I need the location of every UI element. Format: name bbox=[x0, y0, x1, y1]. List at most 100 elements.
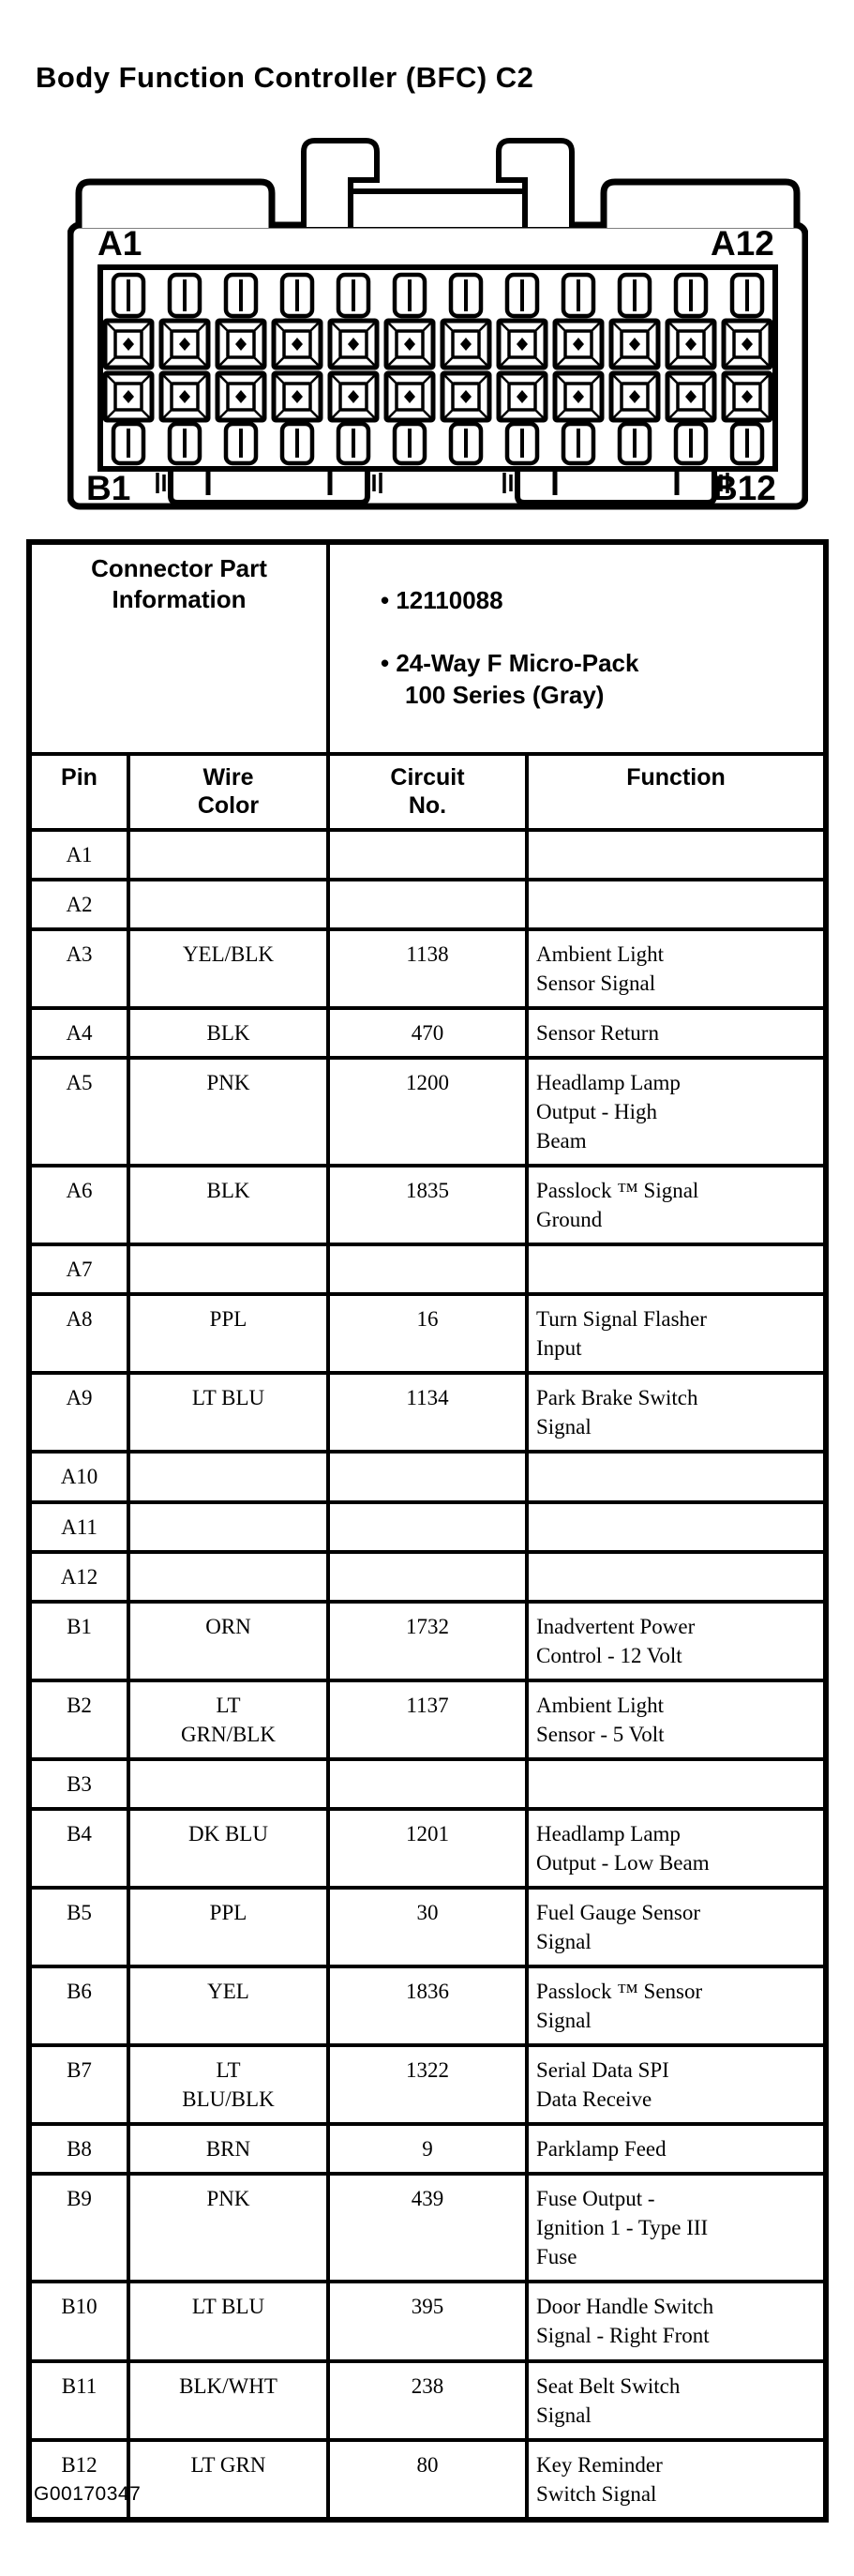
table-row: B5 PPL 30 Fuel Gauge Sensor Signal bbox=[27, 1885, 829, 1969]
wire-color-cell bbox=[127, 1450, 330, 1504]
circuit-no-cell bbox=[326, 877, 529, 931]
table-row: A5 PNK 1200 Headlamp Lamp Output - High Bea… bbox=[27, 1056, 829, 1168]
function-cell bbox=[524, 877, 829, 931]
table-row: A1 bbox=[27, 827, 829, 881]
table-row: A4 BLK 470 Sensor Return bbox=[27, 1005, 829, 1061]
pin-cell: B1 bbox=[27, 1599, 130, 1682]
part-info-label: Connector Part Information bbox=[27, 540, 330, 756]
circuit-no-cell: 395 bbox=[326, 2280, 529, 2363]
table-row: B6 YEL 1836 Passlock ™ Sensor Signal bbox=[27, 1965, 829, 2048]
latch-foot-right bbox=[502, 469, 729, 505]
part-info-values: 12110088 24-Way F Micro-Pack 100 Series … bbox=[325, 540, 829, 756]
wire-color-cell bbox=[127, 1756, 330, 1811]
function-cell bbox=[524, 1243, 829, 1297]
wire-color-cell: BLK/WHT bbox=[127, 2358, 330, 2442]
function-cell bbox=[524, 1450, 829, 1504]
function-cell: Headlamp Lamp Output - High Beam bbox=[524, 1056, 829, 1168]
pin-cell: B12 bbox=[27, 2437, 130, 2522]
table-row: B1 ORN 1732 Inadvertent Power Control - 12 … bbox=[27, 1599, 829, 1682]
corner-tab-right bbox=[600, 178, 801, 228]
wire-color-cell: BLK bbox=[127, 1164, 330, 1247]
pin-cell: B4 bbox=[27, 1806, 130, 1890]
pin-cell: B3 bbox=[27, 1756, 130, 1811]
wire-color-cell: PPL bbox=[127, 1292, 330, 1376]
pin-cell: A11 bbox=[27, 1499, 130, 1554]
pin-cell: B10 bbox=[27, 2280, 130, 2363]
wire-color-cell bbox=[127, 877, 330, 931]
wire-color-cell: PNK bbox=[127, 1056, 330, 1168]
function-cell: Door Handle Switch Signal - Right Front bbox=[524, 2280, 829, 2363]
circuit-no-cell: 1732 bbox=[326, 1599, 529, 1682]
wire-color-cell: YEL/BLK bbox=[127, 926, 330, 1010]
table-row: A3 YEL/BLK 1138 Ambient Light Sensor Signal bbox=[27, 926, 829, 1010]
table-row: A7 bbox=[27, 1243, 829, 1297]
terminal-box bbox=[97, 264, 778, 472]
table-row: A6 BLK 1835 Passlock ™ Signal Ground bbox=[27, 1164, 829, 1247]
table-row: A11 bbox=[27, 1499, 829, 1554]
function-cell: Turn Signal Flasher Input bbox=[524, 1292, 829, 1376]
col-header-function: Function bbox=[524, 751, 829, 832]
pin-cell: A9 bbox=[27, 1371, 130, 1454]
circuit-no-cell: 9 bbox=[326, 2122, 529, 2177]
circuit-no-cell: 1322 bbox=[326, 2043, 529, 2127]
function-cell: Passlock ™ Sensor Signal bbox=[524, 1965, 829, 2048]
circuit-no-cell: 1137 bbox=[326, 1678, 529, 1761]
circuit-no-cell: 1835 bbox=[326, 1164, 529, 1247]
table-row: A2 bbox=[27, 877, 829, 931]
table-row: B3 bbox=[27, 1756, 829, 1811]
wire-color-cell bbox=[127, 1499, 330, 1554]
wire-color-cell: LT GRN bbox=[127, 2437, 330, 2522]
function-cell: Parklamp Feed bbox=[524, 2122, 829, 2177]
pin-cell: A10 bbox=[27, 1450, 130, 1504]
function-cell: Key Reminder Switch Signal bbox=[524, 2437, 829, 2522]
pin-cell: B11 bbox=[27, 2358, 130, 2442]
function-cell: Headlamp Lamp Output - Low Beam bbox=[524, 1806, 829, 1890]
function-cell: Sensor Return bbox=[524, 1005, 829, 1061]
pin-cell: A6 bbox=[27, 1164, 130, 1247]
function-cell: Inadvertent Power Control - 12 Volt bbox=[524, 1599, 829, 1682]
pin-cell: A3 bbox=[27, 926, 130, 1010]
figure-id: G00170347 bbox=[34, 2483, 142, 2505]
wire-color-cell: YEL bbox=[127, 1965, 330, 2048]
function-cell: Passlock ™ Signal Ground bbox=[524, 1164, 829, 1247]
connector-top-bar bbox=[348, 188, 528, 227]
circuit-no-cell: 1138 bbox=[326, 926, 529, 1010]
part-number: 12110088 bbox=[337, 585, 816, 617]
circuit-no-cell: 439 bbox=[326, 2172, 529, 2284]
connector-diagram: A1 A12 B1 B12 bbox=[67, 138, 808, 510]
table-row: A9 LT BLU 1134 Park Brake Switch Signal bbox=[27, 1371, 829, 1454]
wire-color-cell: ORN bbox=[127, 1599, 330, 1682]
part-info-row: Connector Part Information 12110088 24-W… bbox=[27, 540, 829, 756]
pin-rows: A1 A2 A3 YEL/BLK 1138 Ambient Light Sensor Si… bbox=[27, 827, 829, 2522]
wire-color-cell: LT BLU/BLK bbox=[127, 2043, 330, 2127]
circuit-no-cell bbox=[326, 1756, 529, 1811]
pin-cell: A1 bbox=[27, 827, 130, 881]
circuit-no-cell: 1836 bbox=[326, 1965, 529, 2048]
pin-cell: A12 bbox=[27, 1549, 130, 1604]
wire-color-cell: PPL bbox=[127, 1885, 330, 1969]
pin-cell: A5 bbox=[27, 1056, 130, 1168]
function-cell: Serial Data SPI Data Receive bbox=[524, 2043, 829, 2127]
function-cell bbox=[524, 1756, 829, 1811]
col-header-circuit: Circuit No. bbox=[326, 751, 529, 832]
table-row: B10 LT BLU 395 Door Handle Switch Signal - … bbox=[27, 2280, 829, 2363]
circuit-no-cell: 238 bbox=[326, 2358, 529, 2442]
table-row: A10 bbox=[27, 1450, 829, 1504]
pin-cell: B6 bbox=[27, 1965, 130, 2048]
function-cell bbox=[524, 1499, 829, 1554]
pin-label-a1: A1 bbox=[97, 224, 142, 263]
wire-color-cell: DK BLU bbox=[127, 1806, 330, 1890]
page-title: Body Function Controller (BFC) C2 bbox=[36, 61, 534, 94]
table-row: A12 bbox=[27, 1549, 829, 1604]
wire-color-cell bbox=[127, 1549, 330, 1604]
wire-color-cell: BLK bbox=[127, 1005, 330, 1061]
pin-cell: A8 bbox=[27, 1292, 130, 1376]
corner-tab-left bbox=[75, 178, 276, 228]
pinout-table: Connector Part Information 12110088 24-W… bbox=[26, 539, 830, 2523]
terminal-field bbox=[102, 272, 773, 466]
pin-label-b1: B1 bbox=[86, 469, 130, 507]
column-header-row: Pin Wire Color Circuit No. Function bbox=[27, 751, 829, 832]
table-row: B7 LT BLU/BLK 1322 Serial Data SPI Data Rec… bbox=[27, 2043, 829, 2127]
circuit-no-cell: 470 bbox=[326, 1005, 529, 1061]
table-row: B2 LT GRN/BLK 1137 Ambient Light Sensor - 5… bbox=[27, 1678, 829, 1761]
